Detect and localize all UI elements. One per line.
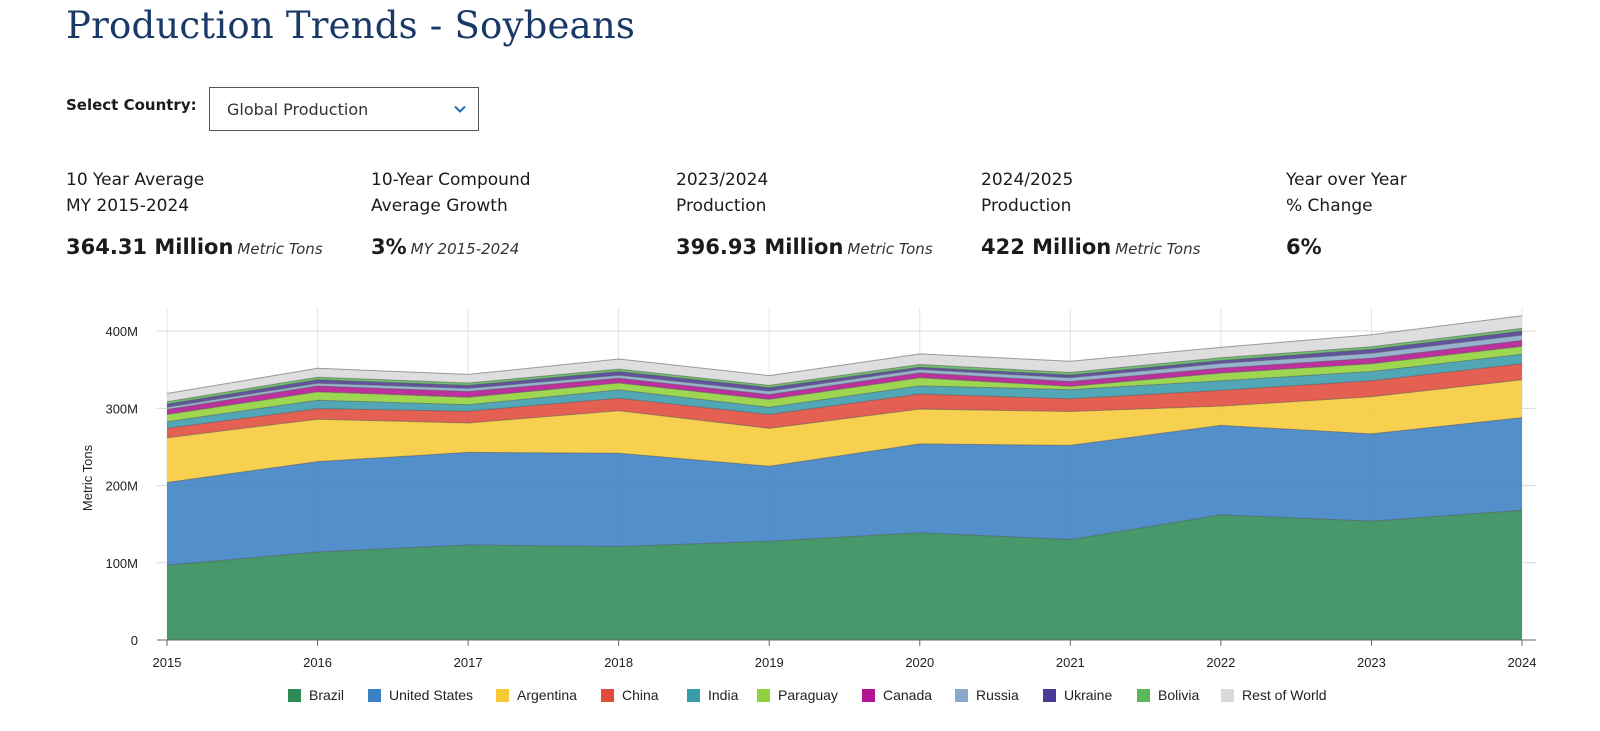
stat-label-line2: Production — [981, 196, 1072, 216]
y-tick-label: 100M — [105, 556, 138, 571]
line-rest-of-world — [166, 315, 1523, 394]
chevron-down-icon — [454, 105, 466, 113]
line-brazil — [166, 509, 1523, 566]
y-tick-label: 0 — [131, 633, 138, 648]
legend-label-rest-of-world: Rest of World — [1242, 687, 1327, 703]
y-axis-title: Metric Tons — [80, 444, 95, 511]
stat-label-line2: MY 2015-2024 — [66, 196, 190, 216]
x-tick-label: 2019 — [755, 655, 784, 670]
x-tick-label: 2016 — [303, 655, 332, 670]
stat-year-over-year: Year over Year % Change 6% — [1286, 167, 1576, 259]
line-bolivia — [166, 327, 1523, 403]
y-tick-label: 200M — [105, 479, 138, 494]
legend-label-united-states: United States — [389, 687, 473, 703]
production-area-chart: 2015 2016 2017 2018 2019 2020 2021 2022 2023 2024… — [80, 308, 1537, 703]
stat-label-line1: 2023/2024 — [676, 170, 769, 190]
legend-swatch-brazil — [288, 689, 301, 702]
area-china — [167, 363, 1522, 438]
legend-swatch-ukraine — [1043, 689, 1056, 702]
stat-unit: Metric Tons — [237, 240, 323, 258]
area-united-states — [167, 417, 1522, 566]
line-china — [166, 363, 1523, 429]
stat-label-line2: Average Growth — [371, 196, 508, 216]
legend-label-bolivia: Bolivia — [1158, 687, 1199, 703]
country-select[interactable]: Global Production — [209, 87, 479, 131]
legend-label-china: China — [622, 687, 659, 703]
country-select-value: Global Production — [227, 99, 369, 119]
stat-value: 422 Million — [981, 235, 1112, 259]
page-title: Production Trends - Soybeans — [66, 4, 636, 47]
legend-label-russia: Russia — [976, 687, 1019, 703]
stat-label-line2: % Change — [1286, 196, 1373, 216]
legend-swatch-canada — [862, 689, 875, 702]
stat-unit: MY 2015-2024 — [410, 240, 520, 258]
y-tick-label: 300M — [105, 401, 138, 416]
legend-label-argentina: Argentina — [517, 687, 577, 703]
legend-label-ukraine: Ukraine — [1064, 687, 1112, 703]
x-tick-label: 2021 — [1056, 655, 1085, 670]
legend-swatch-argentina — [496, 689, 509, 702]
stat-2024-2025-production: 2024/2025 Production 422 Million Metric T… — [981, 167, 1271, 259]
line-paraguay — [166, 345, 1523, 415]
line-argentina — [166, 379, 1523, 439]
x-tick-label: 2020 — [905, 655, 934, 670]
stat-2023-2024-production: 2023/2024 Production 396.93 Million Metri… — [676, 167, 966, 259]
line-ukraine — [166, 330, 1523, 405]
stat-label-line1: 2024/2025 — [981, 170, 1074, 190]
stat-label-line1: 10 Year Average — [66, 170, 205, 190]
legend-swatch-china — [601, 689, 614, 702]
stat-value: 6% — [1286, 235, 1322, 259]
legend-swatch-india — [687, 689, 700, 702]
stat-compound-growth: 10-Year Compound Average Growth 3% MY 201… — [371, 167, 661, 259]
x-tick-label: 2022 — [1206, 655, 1235, 670]
area-argentina — [167, 379, 1522, 483]
stat-unit: Metric Tons — [1115, 240, 1201, 258]
stat-label-line2: Production — [676, 196, 767, 216]
line-russia — [166, 334, 1523, 408]
stat-10-year-average: 10 Year Average MY 2015-2024 364.31 Mill… — [66, 167, 356, 259]
legend-swatch-russia — [955, 689, 968, 702]
x-tick-label: 2017 — [454, 655, 483, 670]
stat-value: 3% — [371, 235, 407, 259]
legend-swatch-rest-of-world — [1221, 689, 1234, 702]
legend-label-brazil: Brazil — [309, 687, 344, 703]
x-tick-label: 2015 — [153, 655, 182, 670]
legend-swatch-united-states — [368, 689, 381, 702]
line-united-states — [166, 417, 1523, 483]
stat-value: 396.93 Million — [676, 235, 844, 259]
x-tick-label: 2024 — [1508, 655, 1537, 670]
stat-unit: Metric Tons — [847, 240, 933, 258]
legend-swatch-bolivia — [1137, 689, 1150, 702]
stat-value: 364.31 Million — [66, 235, 234, 259]
x-tick-label: 2018 — [604, 655, 633, 670]
stat-label-line1: 10-Year Compound — [371, 170, 531, 190]
y-tick-label: 400M — [105, 324, 138, 339]
legend-label-canada: Canada — [883, 687, 932, 703]
line-canada — [166, 340, 1523, 410]
x-tick-label: 2023 — [1357, 655, 1386, 670]
legend-swatch-paraguay — [757, 689, 770, 702]
legend-label-india: India — [708, 687, 739, 703]
legend-label-paraguay: Paraguay — [778, 687, 838, 703]
line-india — [166, 353, 1523, 423]
select-country-label: Select Country: — [66, 96, 197, 114]
stat-label-line1: Year over Year — [1286, 170, 1407, 190]
area-brazil — [167, 510, 1522, 640]
